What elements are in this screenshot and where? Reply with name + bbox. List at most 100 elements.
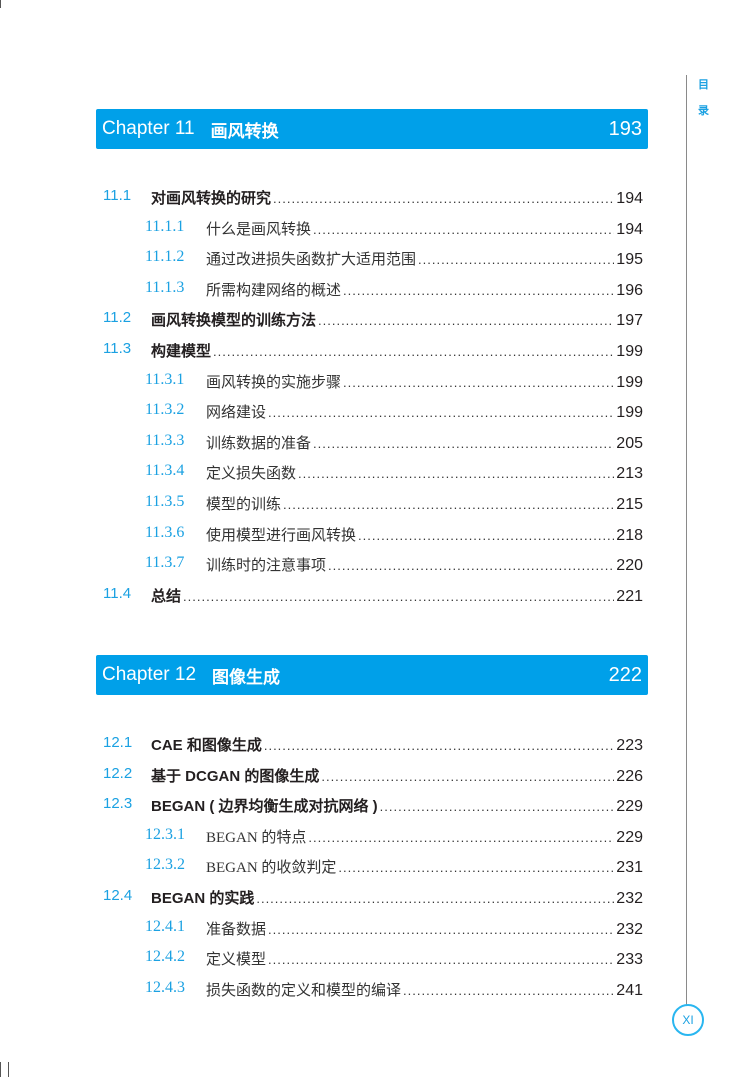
side-tab-char: 目 xyxy=(698,79,709,91)
section-number: 11.2 xyxy=(103,309,132,327)
section-number: 11.3.5 xyxy=(145,493,185,510)
dot-leader xyxy=(313,222,614,237)
dot-leader xyxy=(328,558,614,573)
toc-entry[interactable]: 11.1.1 什么是画风转换 194 xyxy=(96,218,643,240)
section-number: 11.3.3 xyxy=(145,431,185,449)
section-page: 199 xyxy=(616,343,643,360)
toc-entry[interactable]: 11.3.6 使用模型进行画风转换 218 xyxy=(96,524,643,546)
section-title: 训练数据的准备 xyxy=(206,435,312,452)
section-number: 11.3.7 xyxy=(145,554,185,572)
section-title: 对画风转换的研究 xyxy=(151,190,272,207)
toc-entry[interactable]: 11.3.7 训练时的注意事项 220 xyxy=(96,554,643,576)
section-page: 220 xyxy=(616,557,643,575)
crop-mark xyxy=(0,1062,1,1077)
toc-entry[interactable]: 12.4 BEGAN 的实践 232 xyxy=(96,887,643,909)
dot-leader xyxy=(321,769,614,784)
section-title: 画风转换模型的训练方法 xyxy=(151,312,317,330)
section-title: BEGAN 的实践 xyxy=(151,890,255,907)
section-title: 通过改进损失函数扩大适用范围 xyxy=(206,252,417,269)
section-page: 229 xyxy=(616,828,643,846)
toc-entry[interactable]: 11.3.4 定义损失函数 213 xyxy=(96,462,643,484)
dot-leader xyxy=(268,952,614,967)
section-title: 定义模型 xyxy=(206,952,267,969)
margin-rule xyxy=(686,75,687,1005)
section-title: BEGAN 的收敛判定 xyxy=(206,860,337,877)
section-number: 12.4 xyxy=(103,887,133,904)
section-page: 226 xyxy=(616,767,643,785)
section-title: 什么是画风转换 xyxy=(206,221,312,238)
toc-entry[interactable]: 12.3 BEGAN ( 边界均衡生成对抗网络 ) 229 xyxy=(96,795,643,817)
section-number: 12.2 xyxy=(103,764,133,782)
section-number: 12.3 xyxy=(103,795,133,813)
section-number: 12.3.2 xyxy=(145,856,185,874)
section-number: 11.3.1 xyxy=(145,370,185,388)
crop-mark xyxy=(0,0,1,8)
section-page: 229 xyxy=(616,798,643,816)
section-title: 模型的训练 xyxy=(206,497,282,513)
section-page: 215 xyxy=(616,496,643,513)
toc-entry[interactable]: 12.2 基于 DCGAN 的图像生成 226 xyxy=(96,765,643,787)
dot-leader xyxy=(313,436,614,451)
section-page: 232 xyxy=(616,890,643,907)
section-title: 构建模型 xyxy=(151,343,212,360)
section-number: 12.1 xyxy=(103,734,133,751)
dot-leader xyxy=(213,344,614,359)
section-page: 231 xyxy=(616,859,643,877)
section-number: 11.3 xyxy=(103,340,132,357)
toc-entry[interactable]: 11.3.3 训练数据的准备 205 xyxy=(96,432,643,454)
chapter-label: Chapter 11 xyxy=(102,118,195,139)
section-page: 233 xyxy=(616,951,643,969)
section-page: 194 xyxy=(616,220,643,238)
dot-leader xyxy=(418,252,614,267)
toc-entry[interactable]: 12.4.1 准备数据 232 xyxy=(96,918,643,940)
dot-leader xyxy=(318,313,614,328)
dot-leader xyxy=(268,922,614,937)
toc-entry[interactable]: 12.3.2 BEGAN 的收敛判定 231 xyxy=(96,856,643,878)
chapter-title: 画风转换 xyxy=(210,121,279,141)
section-number: 12.4.2 xyxy=(145,948,185,966)
chapter-header[interactable]: Chapter 12 图像生成 222 xyxy=(96,655,648,695)
toc-entry[interactable]: 11.1.3 所需构建网络的概述 196 xyxy=(96,279,643,301)
toc-entry[interactable]: 11.1.2 通过改进损失函数扩大适用范围 195 xyxy=(96,248,643,270)
dot-leader xyxy=(283,497,614,512)
toc-entry[interactable]: 11.2 画风转换模型的训练方法 197 xyxy=(96,309,643,331)
toc-entry[interactable]: 12.4.2 定义模型 233 xyxy=(96,948,643,970)
dot-leader xyxy=(308,830,614,845)
dot-leader xyxy=(273,191,614,206)
toc-entry[interactable]: 11.3.1 画风转换的实施步骤 199 xyxy=(96,371,643,393)
chapter-page: 193 xyxy=(608,117,642,140)
section-number: 11.1.3 xyxy=(145,278,185,296)
section-number: 11.1.2 xyxy=(145,248,185,266)
toc-entry[interactable]: 11.4 总结 221 xyxy=(96,585,643,607)
section-page: 205 xyxy=(616,434,643,452)
section-number: 11.3.4 xyxy=(145,462,185,480)
dot-leader xyxy=(264,738,614,753)
section-page: 196 xyxy=(616,281,643,299)
dot-leader xyxy=(256,891,614,906)
section-number: 12.4.1 xyxy=(145,917,185,935)
toc-entry[interactable]: 11.3.5 模型的训练 215 xyxy=(96,493,643,515)
side-tab-char: 录 xyxy=(698,105,709,117)
toc-entry[interactable]: 12.4.3 损失函数的定义和模型的编译 241 xyxy=(96,979,643,1001)
dot-leader xyxy=(380,799,615,814)
section-number: 11.1 xyxy=(103,187,132,204)
toc-entry[interactable]: 12.1 CAE 和图像生成 223 xyxy=(96,734,643,756)
dot-leader xyxy=(343,283,614,298)
toc-entry[interactable]: 11.3.2 网络建设 199 xyxy=(96,401,643,423)
section-title: BEGAN ( 边界均衡生成对抗网络 ) xyxy=(151,798,378,816)
section-title: 定义损失函数 xyxy=(206,466,297,483)
chapter-header[interactable]: Chapter 11 画风转换 193 xyxy=(96,109,648,149)
section-number: 12.4.3 xyxy=(145,978,185,996)
toc-entry[interactable]: 11.3 构建模型 199 xyxy=(96,340,643,362)
section-page: 197 xyxy=(616,312,643,330)
section-number: 11.3.2 xyxy=(145,401,185,419)
toc-entry[interactable]: 11.1 对画风转换的研究 194 xyxy=(96,187,643,209)
chapter-title: 图像生成 xyxy=(212,667,281,687)
toc-entry[interactable]: 12.3.1 BEGAN 的特点 229 xyxy=(96,826,643,848)
section-title: BEGAN 的特点 xyxy=(206,829,307,846)
page-number: XI xyxy=(672,1004,704,1036)
section-page: 232 xyxy=(616,920,643,938)
section-title: 基于 DCGAN 的图像生成 xyxy=(151,767,320,785)
section-title: 画风转换的实施步骤 xyxy=(206,374,342,391)
section-title: 总结 xyxy=(151,587,182,605)
